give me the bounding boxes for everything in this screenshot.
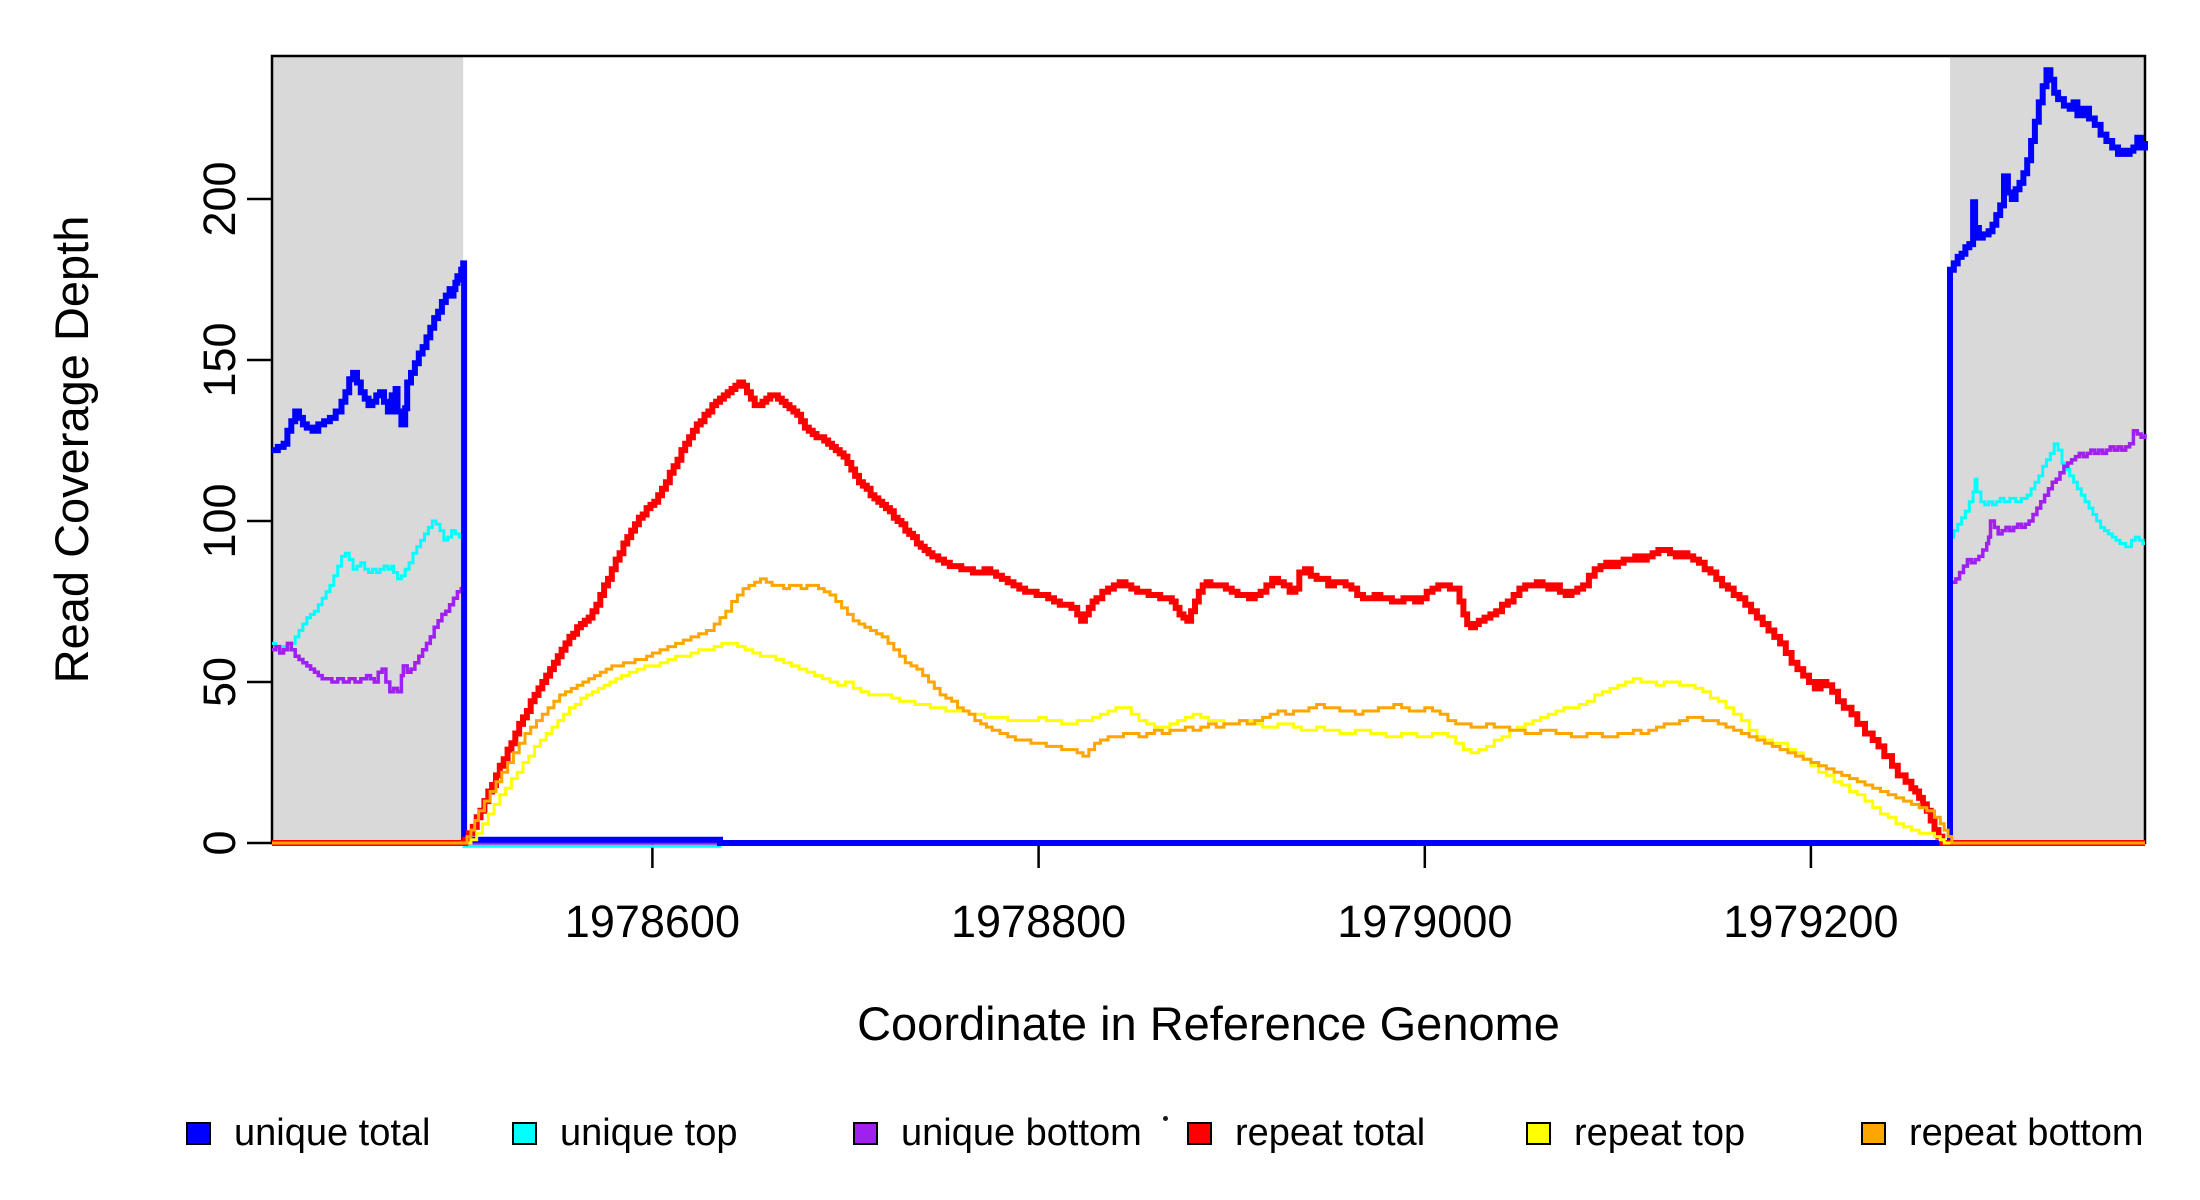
series-line-repeat-total	[272, 379, 2145, 846]
series-line-repeat-bottom	[272, 577, 2145, 845]
legend-swatch-icon	[512, 1121, 537, 1145]
legend-label: unique top	[560, 1112, 738, 1154]
legend-item-repeat-total: repeat total	[1187, 1112, 1426, 1154]
series-lines	[272, 67, 2148, 848]
stray-dot-mark	[1163, 1116, 1168, 1121]
legend-item-unique-top: unique top	[512, 1112, 738, 1154]
legend-swatch-icon	[186, 1121, 211, 1145]
legend-item-unique-total: unique total	[186, 1112, 431, 1154]
shaded-region-left	[272, 57, 464, 842]
axes: 1978600 1978800 1979000 1979200 0 50 100 150 200	[194, 161, 1899, 947]
y-tick-label: 150	[194, 322, 245, 397]
legend-swatch-icon	[1526, 1121, 1551, 1145]
series-line-unique-top	[272, 442, 2145, 848]
legend-item-repeat-bottom: repeat bottom	[1861, 1112, 2144, 1154]
legend-swatch-icon	[1187, 1121, 1212, 1145]
legend-label: unique total	[234, 1112, 431, 1154]
x-tick-label: 1979000	[1337, 896, 1512, 947]
legend-label: unique bottom	[901, 1112, 1142, 1154]
legend-label: repeat bottom	[1909, 1112, 2144, 1154]
y-tick-label: 100	[194, 483, 245, 558]
legend-item-unique-bottom: unique bottom	[853, 1112, 1142, 1154]
y-tick-label: 0	[194, 830, 245, 855]
legend: unique total unique top unique bottom repea…	[0, 0, 2200, 1152]
y-tick-label: 200	[194, 161, 245, 236]
series-line-repeat-top	[272, 641, 2145, 845]
x-tick-label: 1978800	[951, 896, 1126, 947]
legend-label: repeat total	[1235, 1112, 1426, 1154]
x-axis-title: Coordinate in Reference Genome	[857, 997, 1560, 1050]
legend-item-repeat-top: repeat top	[1526, 1112, 1746, 1154]
legend-swatch-icon	[1861, 1121, 1886, 1145]
series-line-unique-bottom	[272, 429, 2147, 845]
series-line-unique-total	[272, 67, 2148, 846]
x-tick-label: 1978600	[565, 896, 740, 947]
legend-swatch-icon	[853, 1121, 878, 1145]
x-tick-label: 1979200	[1723, 896, 1898, 947]
legend-label: repeat top	[1574, 1112, 1746, 1154]
y-tick-label: 50	[194, 657, 245, 707]
y-axis-title: Read Coverage Depth	[45, 216, 98, 684]
